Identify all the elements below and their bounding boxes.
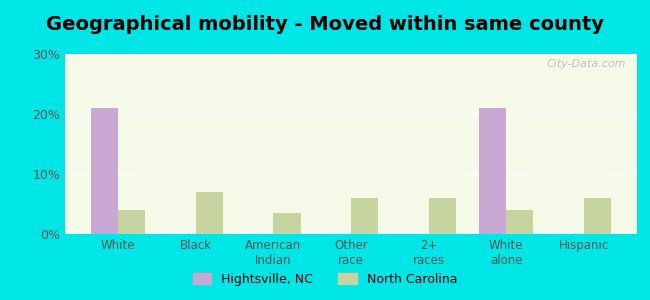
Bar (91, 108, 118, 234)
Bar (274, 213, 300, 234)
Bar (196, 192, 223, 234)
Bar (351, 198, 378, 234)
Text: City-Data.com: City-Data.com (546, 59, 625, 69)
Text: Geographical mobility - Moved within same county: Geographical mobility - Moved within sam… (46, 15, 604, 34)
Legend: Hightsville, NC, North Carolina: Hightsville, NC, North Carolina (188, 268, 462, 291)
Bar (118, 210, 146, 234)
Bar (584, 198, 611, 234)
Bar (428, 198, 456, 234)
Bar (506, 210, 534, 234)
Bar (479, 108, 506, 234)
